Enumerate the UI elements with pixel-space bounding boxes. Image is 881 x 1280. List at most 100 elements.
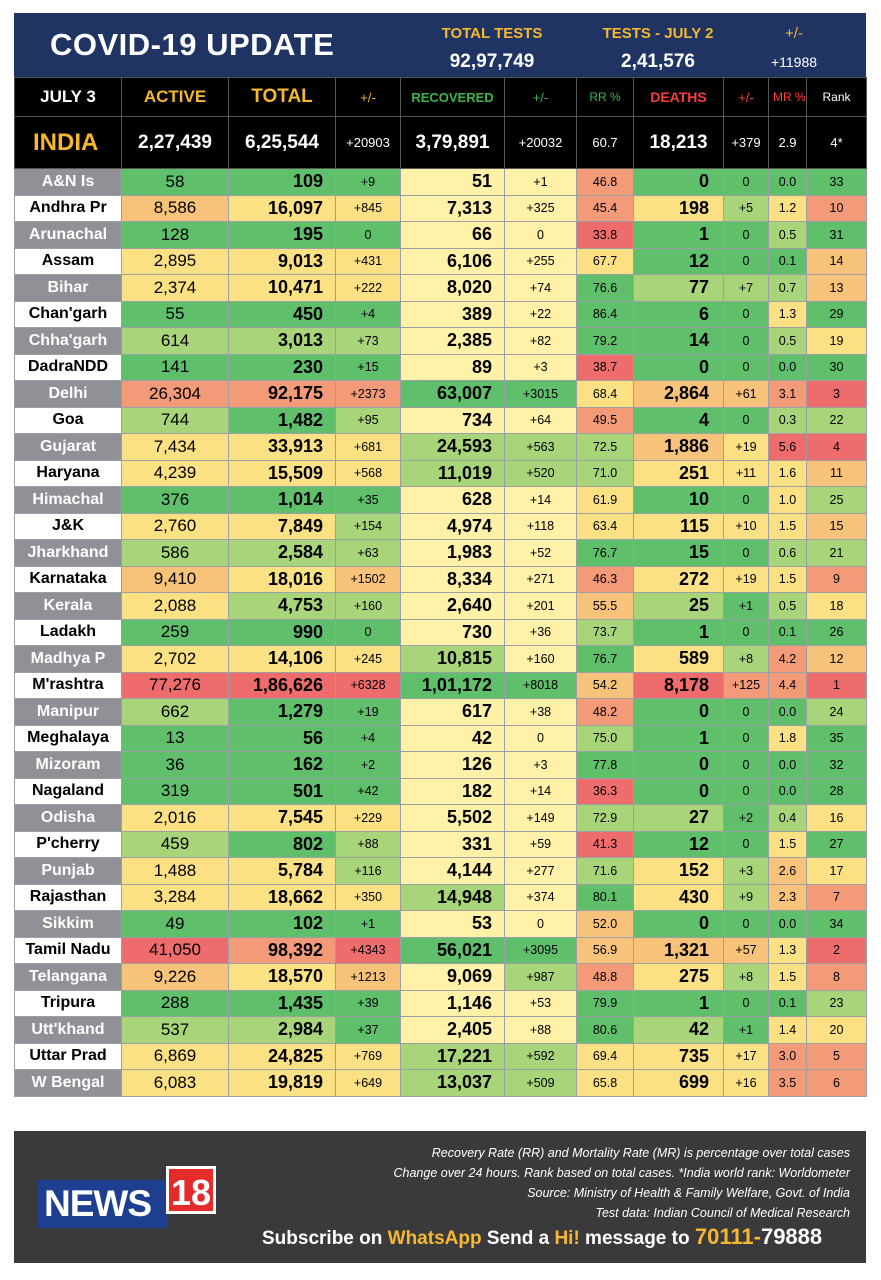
recovered-cell: 2,385 [400, 327, 505, 355]
mr-cell: 1.8 [768, 724, 807, 752]
recovered-cell: 13,037 [400, 1069, 505, 1097]
note-test-data: Test data: Indian Council of Medical Res… [595, 1206, 850, 1220]
rr-cell: 76.7 [576, 539, 634, 567]
rr-cell: 65.8 [576, 1069, 634, 1097]
state-name: A&N Is [14, 168, 122, 196]
recovered-diff-cell: +36 [504, 618, 577, 646]
recovered-diff-cell: +325 [504, 194, 577, 222]
state-name: Arunachal [14, 221, 122, 249]
rr-cell: 48.2 [576, 698, 634, 726]
total-diff-cell: +88 [335, 830, 401, 858]
rr-cell: 75.0 [576, 724, 634, 752]
active-cell: 662 [121, 698, 229, 726]
active-cell: 141 [121, 353, 229, 381]
recovered-cell: 51 [400, 168, 505, 196]
deaths-cell: 12 [633, 247, 724, 275]
deaths-cell: 8,178 [633, 671, 724, 699]
tests-diff-value: +11988 [770, 54, 818, 70]
rr-cell: 46.8 [576, 168, 634, 196]
recovered-diff-cell: 0 [504, 221, 577, 249]
total-cell: 1,435 [228, 989, 336, 1017]
recovered-diff-cell: +3 [504, 353, 577, 381]
total-cell: 501 [228, 777, 336, 805]
total-diff-cell: +1213 [335, 963, 401, 991]
state-name: Himachal [14, 486, 122, 514]
table-row: Madhya P 2,702 14,106 +245 10,815 +160 76.7 589… [14, 645, 867, 673]
header-bar: COVID-19 UPDATE TOTAL TESTS 92,97,749 TE… [14, 13, 866, 77]
recovered-diff-cell: +64 [504, 406, 577, 434]
total-diff-cell: +2373 [335, 380, 401, 408]
table-row: Uttar Prad 6,869 24,825 +769 17,221 +592 69.4 7… [14, 1042, 867, 1070]
recovered-diff-cell: +82 [504, 327, 577, 355]
state-name: DadraNDD [14, 353, 122, 381]
rank-cell: 7 [806, 883, 867, 911]
table-row: J&K 2,760 7,849 +154 4,974 +118 63.4 115 +10 1.5 1… [14, 512, 867, 540]
deaths-cell: 0 [633, 698, 724, 726]
recovered-cell: 628 [400, 486, 505, 514]
rank-cell: 29 [806, 300, 867, 328]
deaths-diff-cell: 0 [723, 247, 769, 275]
table-row: Odisha 2,016 7,545 +229 5,502 +149 72.9 27 +2 0.4… [14, 804, 867, 832]
rr-cell: 80.6 [576, 1016, 634, 1044]
recovered-diff-cell: +271 [504, 565, 577, 593]
table-row: W Bengal 6,083 19,819 +649 13,037 +509 65.8 699… [14, 1069, 867, 1097]
active-cell: 2,760 [121, 512, 229, 540]
rank-cell: 23 [806, 989, 867, 1017]
recovered-diff-cell: +14 [504, 486, 577, 514]
table-row: Utt'khand 537 2,984 +37 2,405 +88 80.6 42 +1 1.4 2… [14, 1016, 867, 1044]
active-cell: 128 [121, 221, 229, 249]
recovered-cell: 56,021 [400, 936, 505, 964]
recovered-cell: 389 [400, 300, 505, 328]
rank-cell: 19 [806, 327, 867, 355]
rank-cell: 34 [806, 910, 867, 938]
table-row: Manipur 662 1,279 +19 617 +38 48.2 0 0 0.0 24 [14, 698, 867, 726]
sub-number-b[interactable]: 79888 [760, 1224, 823, 1249]
deaths-cell: 14 [633, 327, 724, 355]
recovered-diff-cell: +1 [504, 168, 577, 196]
sub-number-a[interactable]: 70111- [694, 1224, 761, 1249]
india-deaths: 18,213 [633, 116, 724, 169]
logo-news-text: NEWS [38, 1180, 168, 1228]
deaths-diff-cell: 0 [723, 300, 769, 328]
col-deaths-diff: +/- [723, 77, 769, 117]
total-diff-cell: +2 [335, 751, 401, 779]
table-row: Delhi 26,304 92,175 +2373 63,007 +3015 68.4 2,8… [14, 380, 867, 408]
recovered-cell: 8,334 [400, 565, 505, 593]
deaths-diff-cell: 0 [723, 353, 769, 381]
total-diff-cell: +1502 [335, 565, 401, 593]
tests-diff-label: +/- [785, 25, 803, 42]
col-recovered-diff: +/- [504, 77, 577, 117]
state-name: Uttar Prad [14, 1042, 122, 1070]
deaths-diff-cell: 0 [723, 751, 769, 779]
note-rates: Recovery Rate (RR) and Mortality Rate (M… [431, 1146, 850, 1160]
mr-cell: 0.0 [768, 910, 807, 938]
deaths-cell: 1 [633, 724, 724, 752]
deaths-cell: 0 [633, 168, 724, 196]
mr-cell: 0.1 [768, 247, 807, 275]
india-total-diff: +20903 [335, 116, 401, 169]
deaths-diff-cell: +17 [723, 1042, 769, 1070]
recovered-cell: 1,01,172 [400, 671, 505, 699]
active-cell: 1,488 [121, 857, 229, 885]
state-name: Bihar [14, 274, 122, 302]
state-name: Telangana [14, 963, 122, 991]
rank-cell: 13 [806, 274, 867, 302]
total-cell: 2,584 [228, 539, 336, 567]
mr-cell: 1.3 [768, 300, 807, 328]
deaths-cell: 15 [633, 539, 724, 567]
sub-whatsapp[interactable]: WhatsApp [387, 1228, 482, 1249]
state-table: JULY 3 ACTIVE TOTAL +/- RECOVERED +/- RR… [14, 77, 867, 1097]
recovered-diff-cell: +563 [504, 433, 577, 461]
rr-cell: 69.4 [576, 1042, 634, 1070]
recovered-diff-cell: +592 [504, 1042, 577, 1070]
total-cell: 24,825 [228, 1042, 336, 1070]
state-name: Karnataka [14, 565, 122, 593]
rr-cell: 77.8 [576, 751, 634, 779]
recovered-cell: 2,640 [400, 592, 505, 620]
total-cell: 19,819 [228, 1069, 336, 1097]
rank-cell: 35 [806, 724, 867, 752]
state-name: Gujarat [14, 433, 122, 461]
active-cell: 6,083 [121, 1069, 229, 1097]
mr-cell: 0.0 [768, 751, 807, 779]
total-diff-cell: +154 [335, 512, 401, 540]
